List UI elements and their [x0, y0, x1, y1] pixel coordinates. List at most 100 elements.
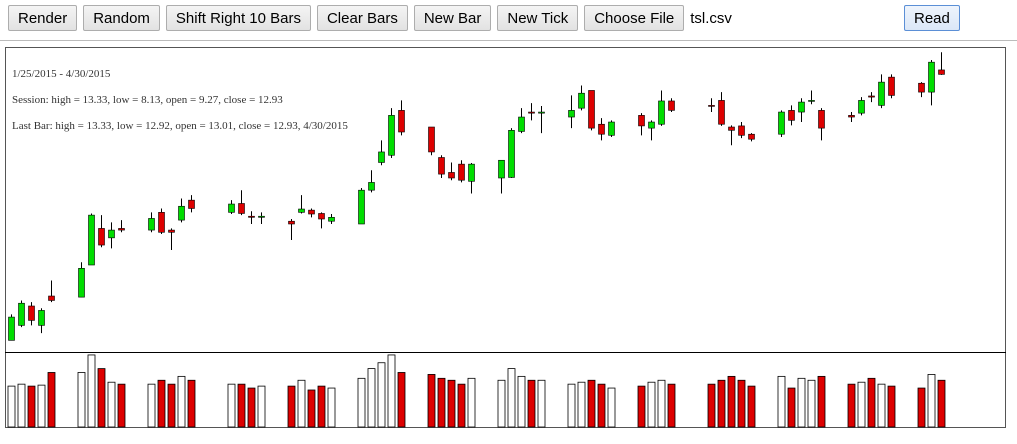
candle-body [538, 111, 545, 114]
volume-bar [7, 385, 16, 428]
volume-bar [867, 377, 876, 428]
volume-bar [457, 383, 466, 428]
candle-body [48, 295, 55, 301]
file-name: tsl.csv [690, 9, 732, 27]
candle-body [88, 214, 95, 266]
volume-bar [807, 379, 816, 428]
candle-body [808, 100, 815, 102]
random-button[interactable]: Random [83, 5, 160, 31]
volume-bar [437, 377, 446, 428]
volume-bar [17, 383, 26, 428]
candle-body [118, 228, 125, 231]
render-button[interactable]: Render [8, 5, 78, 31]
volume-bar [237, 383, 246, 428]
candle-body [508, 130, 515, 178]
volume-bar [577, 381, 586, 428]
volume-bar [857, 381, 866, 428]
candle-body [188, 199, 195, 209]
annotation: 1/25/2015 - 4/30/2015 [12, 68, 111, 80]
candle-body [858, 100, 865, 114]
volume-bar [177, 375, 186, 428]
volume-bar [787, 387, 796, 428]
volume-bar [597, 383, 606, 428]
candle-body [258, 215, 265, 218]
candle-body [658, 100, 665, 125]
volume-bar [327, 387, 336, 428]
volume-bar [847, 383, 856, 428]
read-button[interactable]: Read [904, 5, 960, 31]
volume-bar [567, 383, 576, 428]
new-bar-button[interactable]: New Bar [413, 5, 492, 31]
candle-body [228, 203, 235, 213]
candle-body [368, 182, 375, 191]
separator [0, 40, 1017, 41]
volume-bar [257, 385, 266, 428]
volume-bar [937, 379, 946, 428]
volume-bar [427, 374, 436, 428]
candle-body [398, 110, 405, 133]
volume-bar [917, 387, 926, 428]
annotation: Session: high = 13.33, low = 8.13, open … [12, 94, 283, 106]
candle-body [388, 115, 395, 156]
volume-bar [637, 385, 646, 428]
volume-bar [737, 379, 746, 428]
volume-bar [497, 379, 506, 428]
volume-bar [357, 377, 366, 428]
volume-bar [777, 375, 786, 428]
clear-button[interactable]: Clear Bars [316, 5, 408, 31]
volume-bar [877, 383, 886, 428]
new-tick-button[interactable]: New Tick [497, 5, 579, 31]
candle-body [918, 82, 925, 93]
candle-body [438, 157, 445, 175]
candle-body [168, 229, 175, 233]
file-button[interactable]: Choose File [584, 5, 685, 31]
candle-body [358, 189, 365, 225]
candle-body [238, 203, 245, 214]
candle-body [818, 110, 825, 129]
candle-body [748, 133, 755, 140]
candle-body [848, 115, 855, 118]
volume-bar [107, 381, 116, 428]
volume-bar [247, 387, 256, 428]
candle-body [28, 305, 35, 321]
toolbar: Render Random Shift Right 10 Bars Clear … [8, 5, 732, 31]
volume-bar [527, 379, 536, 428]
volume-bar [367, 368, 376, 428]
candle-body [708, 105, 715, 107]
candle-body [638, 115, 645, 127]
volume-bar [167, 383, 176, 428]
candle-body [578, 92, 585, 109]
candle-body [308, 209, 315, 215]
volume-bar [377, 362, 386, 428]
candle-body [608, 121, 615, 136]
shift-button[interactable]: Shift Right 10 Bars [165, 5, 311, 31]
candle-body [328, 217, 335, 222]
candle-body [468, 163, 475, 182]
candle-body [248, 215, 255, 218]
volume-bar [927, 374, 936, 428]
volume-bar [467, 377, 476, 428]
volume-bar [27, 385, 36, 428]
volume-bar [887, 385, 896, 428]
chart-frame [5, 47, 1006, 428]
volume-bar [537, 379, 546, 428]
volume-bar [657, 379, 666, 428]
candle-body [98, 228, 105, 246]
candle-body [518, 116, 525, 132]
candle-body [18, 302, 25, 326]
volume-bar [157, 379, 166, 428]
candle-body [738, 125, 745, 136]
volume-bar [117, 383, 126, 428]
candle-body [598, 123, 605, 135]
volume-bar [47, 372, 56, 428]
candle-body [378, 151, 385, 163]
volume-bar [507, 368, 516, 428]
candle-body [668, 100, 675, 111]
candle-body [318, 213, 325, 220]
volume-bar [287, 385, 296, 428]
candle-body [38, 310, 45, 326]
volume-bar [727, 375, 736, 428]
volume-bar [517, 375, 526, 428]
